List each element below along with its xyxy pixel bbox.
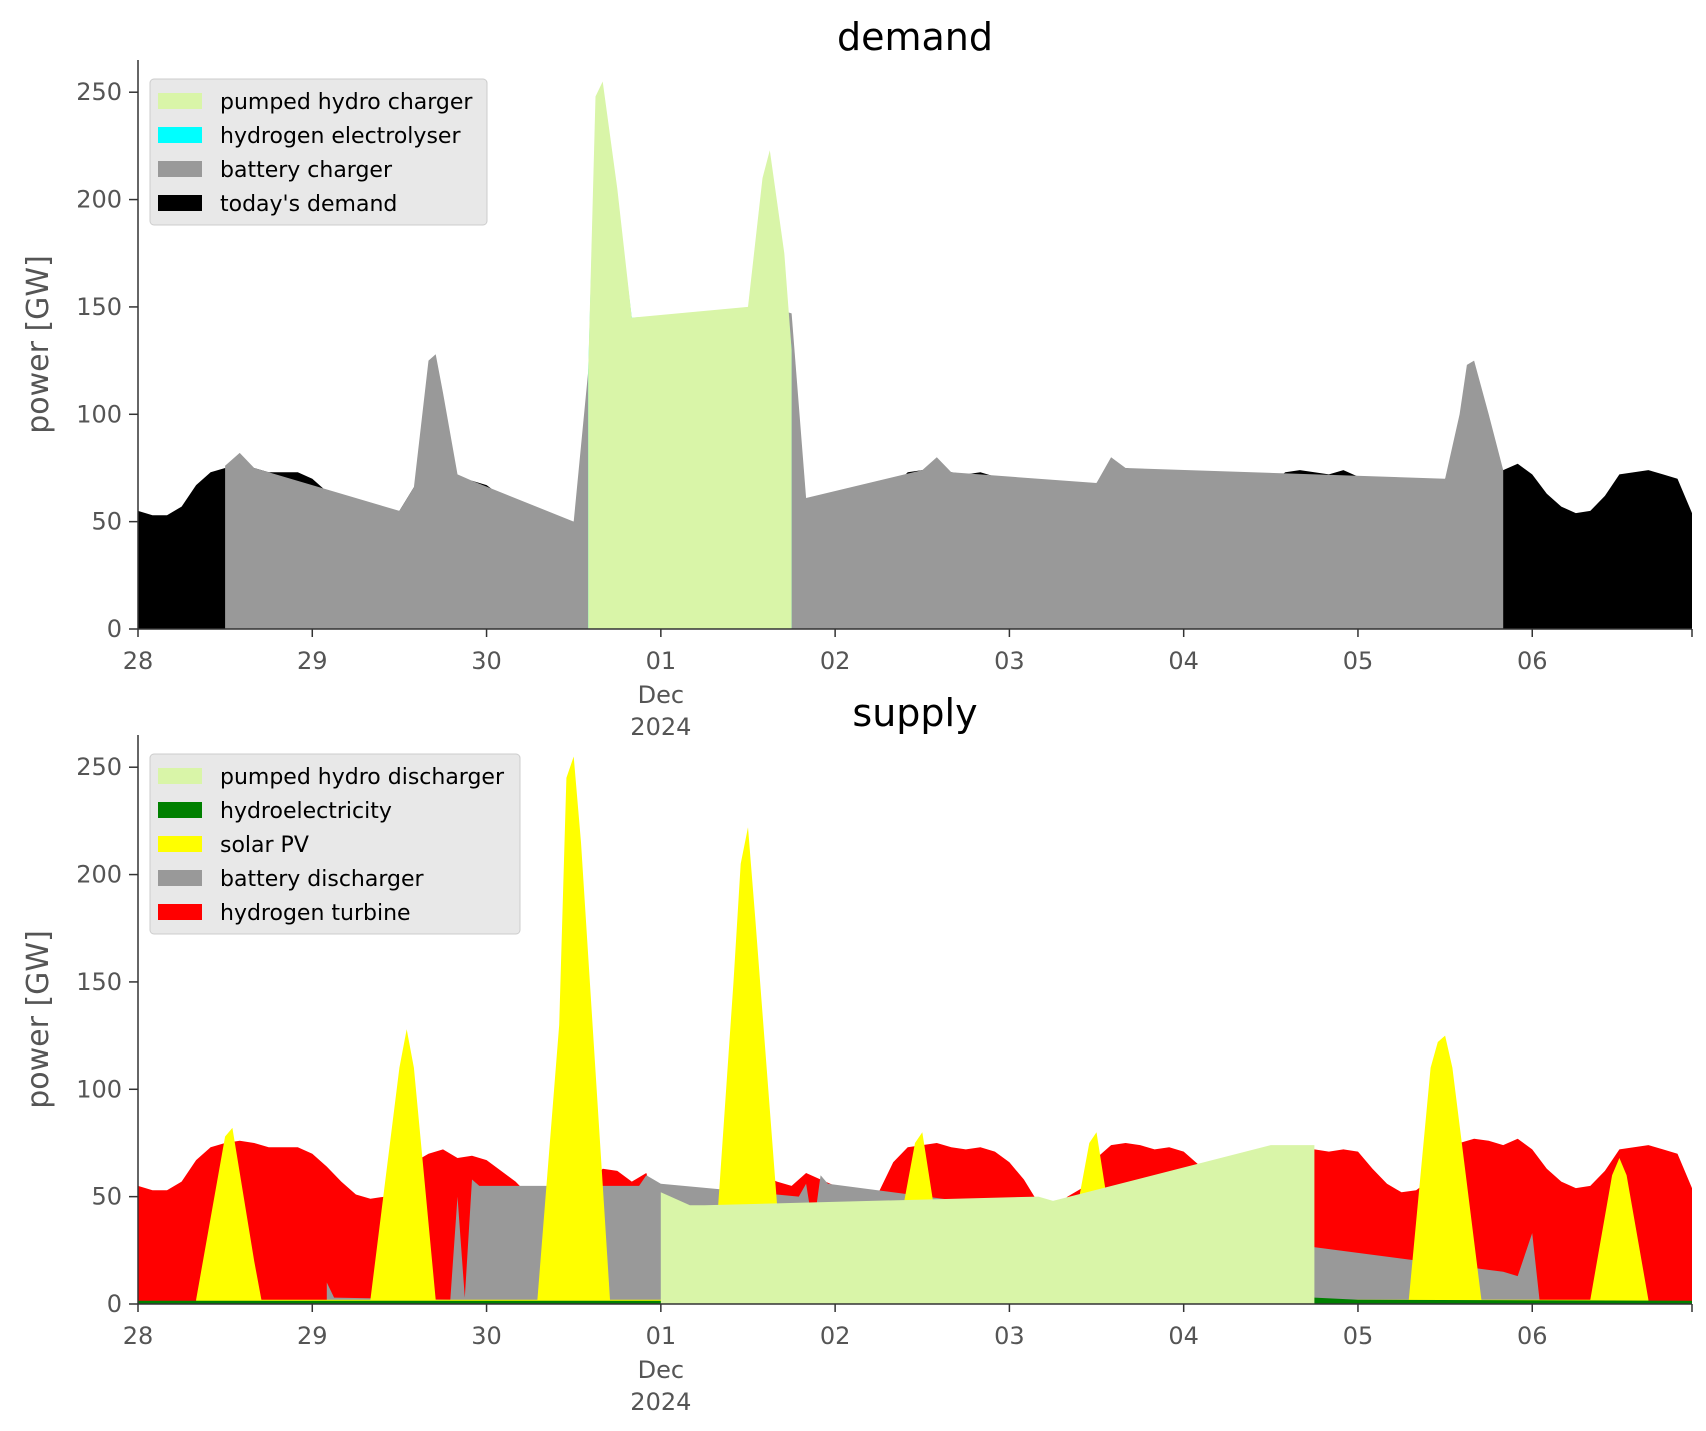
y-tick-label: 100 xyxy=(76,1075,122,1103)
y-tick-label: 0 xyxy=(107,615,122,643)
y-tick-label: 250 xyxy=(76,78,122,106)
x-tick-label: 28 xyxy=(123,647,154,675)
x-tick-label: 29 xyxy=(297,647,328,675)
x-tick-label: 30 xyxy=(471,647,502,675)
legend-swatch xyxy=(158,870,202,886)
legend-swatch xyxy=(158,904,202,920)
x-tick-label: 06 xyxy=(1517,647,1548,675)
legend-label: battery charger xyxy=(220,158,393,183)
x-offset-label: 2024 xyxy=(630,1388,691,1416)
chart-title: supply xyxy=(852,691,977,735)
legend-label: hydroelectricity xyxy=(220,799,392,824)
y-axis-label: power [GW] xyxy=(21,255,56,434)
y-tick-label: 50 xyxy=(91,1183,122,1211)
area-solar-pv xyxy=(196,756,1649,1304)
y-tick-label: 150 xyxy=(76,293,122,321)
legend-swatch xyxy=(158,161,202,177)
x-offset-label: Dec xyxy=(638,1356,684,1384)
x-tick-label: 05 xyxy=(1343,1322,1374,1350)
legend-label: pumped hydro charger xyxy=(220,90,473,115)
area-battery-charger xyxy=(225,302,1504,629)
x-offset-label: Dec xyxy=(638,681,684,709)
y-tick-label: 50 xyxy=(91,508,122,536)
x-tick-label: 04 xyxy=(1168,647,1199,675)
legend-label: battery discharger xyxy=(220,867,425,892)
legend-box xyxy=(149,78,488,226)
legend-label: today's demand xyxy=(220,192,397,217)
legend-swatch xyxy=(158,93,202,109)
legend-label: hydrogen turbine xyxy=(220,901,411,926)
legend-swatch xyxy=(158,127,202,143)
y-tick-label: 250 xyxy=(76,753,122,781)
chart-title: demand xyxy=(837,15,993,59)
area-pumped-hydro-charger xyxy=(588,81,792,629)
legend-swatch xyxy=(158,802,202,818)
y-tick-label: 200 xyxy=(76,861,122,889)
x-tick-label: 02 xyxy=(820,647,851,675)
y-tick-label: 0 xyxy=(107,1290,122,1318)
x-tick-label: 03 xyxy=(994,1322,1025,1350)
x-tick-label: 04 xyxy=(1168,1322,1199,1350)
y-tick-label: 150 xyxy=(76,968,122,996)
legend-box xyxy=(149,753,521,935)
legend-swatch xyxy=(158,768,202,784)
panel-supply: supply 0 50 100 150 200 250 28 29 30 01 02 03 04 05 06 D… xyxy=(21,691,1693,1416)
x-tick-label: 03 xyxy=(994,647,1025,675)
legend-label: pumped hydro discharger xyxy=(220,765,505,790)
x-tick-label: 06 xyxy=(1517,1322,1548,1350)
legend-label: solar PV xyxy=(220,833,309,858)
x-tick-label: 05 xyxy=(1343,647,1374,675)
legend-swatch xyxy=(158,195,202,211)
legend: pumped hydro charger hydrogen electrolyse… xyxy=(149,78,488,226)
x-tick-label: 30 xyxy=(471,1322,502,1350)
x-tick-label: 01 xyxy=(646,647,677,675)
area-pumped-hydro-discharger xyxy=(660,1145,1315,1304)
y-tick-label: 100 xyxy=(76,400,122,428)
y-tick-label: 200 xyxy=(76,186,122,214)
legend: pumped hydro discharger hydroelectricity s… xyxy=(149,753,521,935)
x-tick-label: 02 xyxy=(820,1322,851,1350)
panel-demand: demand 0 50 100 150 200 250 28 29 30 01 02 03 04 05 06 D… xyxy=(21,15,1693,741)
x-tick-label: 01 xyxy=(646,1322,677,1350)
legend-swatch xyxy=(158,836,202,852)
x-offset-label: 2024 xyxy=(630,713,691,741)
legend-label: hydrogen electrolyser xyxy=(220,124,461,149)
x-tick-label: 29 xyxy=(297,1322,328,1350)
y-axis-label: power [GW] xyxy=(21,930,56,1109)
x-tick-label: 28 xyxy=(123,1322,154,1350)
